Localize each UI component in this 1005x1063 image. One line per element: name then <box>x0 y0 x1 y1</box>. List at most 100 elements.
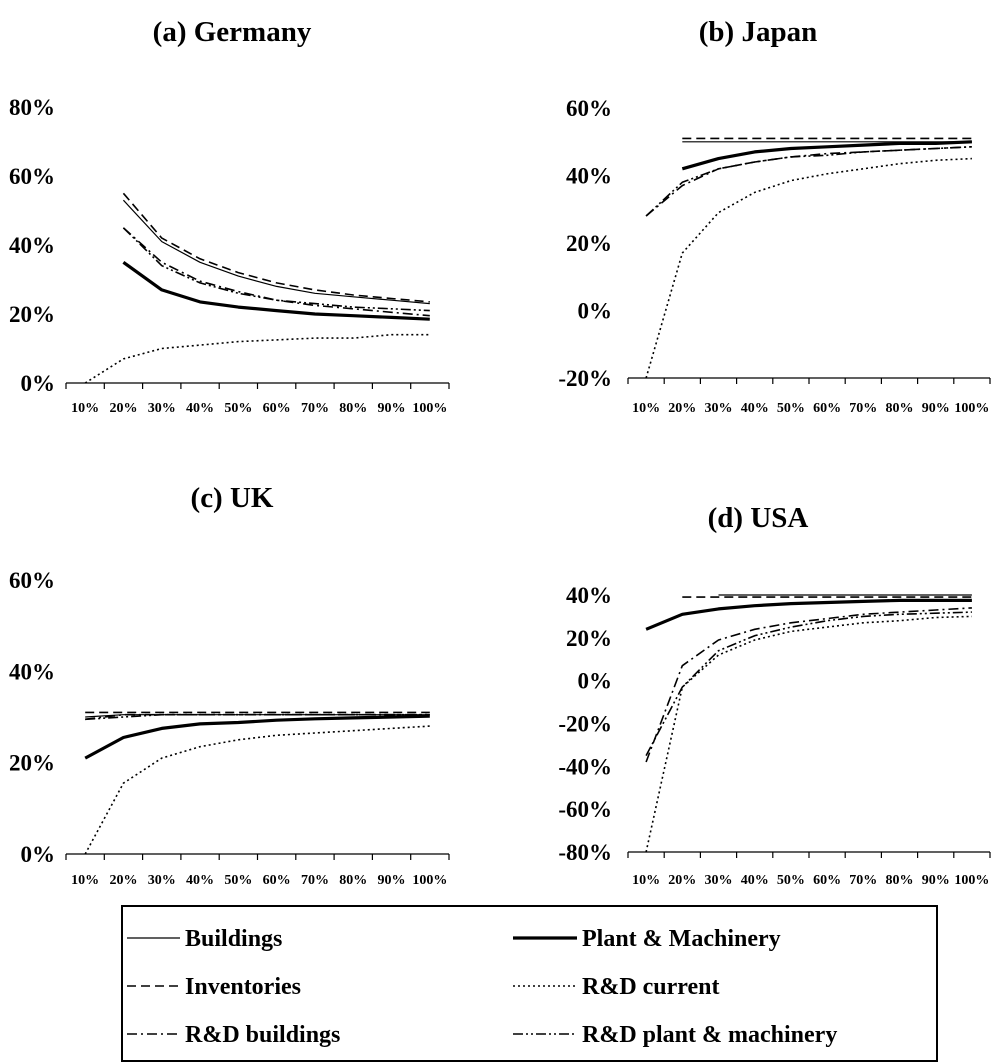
series-line-randd-buildings <box>85 713 430 721</box>
y-tick-label: -80% <box>558 840 612 865</box>
x-tick-label: 10% <box>71 401 99 416</box>
x-tick-label: 70% <box>849 401 877 416</box>
x-tick-label: 100% <box>412 401 447 416</box>
series-line-randd-current <box>645 615 972 853</box>
x-tick-label: 20% <box>668 873 696 888</box>
series-line-randd-plant-and-machinery <box>645 611 972 756</box>
series-line-randd-plant-and-machinery <box>122 227 430 312</box>
series-line-plant-and-machinery <box>645 598 972 631</box>
x-tick-label: 80% <box>339 873 367 888</box>
y-tick-label: 0% <box>21 371 56 396</box>
chart-title: (a) Germany <box>153 16 312 48</box>
legend-label: R&D buildings <box>185 1022 340 1048</box>
series-line-plant-and-machinery <box>122 261 430 321</box>
y-tick-label: -60% <box>558 797 612 822</box>
charts-area: (a) Germany 10% 20% 30% 40% 50% 60% 70% 80% 90% 10… <box>9 16 991 888</box>
legend-label: Plant & Machinery <box>582 926 781 952</box>
y-tick-label: 20% <box>9 751 55 776</box>
x-tick-label: 80% <box>886 873 914 888</box>
x-tick-label: 80% <box>339 401 367 416</box>
y-tick-label: 60% <box>9 568 55 593</box>
series-line-plant-and-machinery <box>681 140 972 171</box>
chart-panel: (b) Japan 10% 20% 30% 40% 50% 60% 70% 80% 90% 100%… <box>558 16 991 416</box>
y-tick-label: 0% <box>578 669 613 694</box>
legend-box <box>121 905 938 1062</box>
x-tick-label: 90% <box>922 401 950 416</box>
x-tick-label: 90% <box>378 873 406 888</box>
chart-title: (d) USA <box>708 502 809 534</box>
series-line-plant-and-machinery <box>84 714 430 760</box>
x-tick-label: 40% <box>186 873 214 888</box>
y-tick-label: -40% <box>558 754 612 779</box>
x-tick-label: 50% <box>224 873 252 888</box>
y-tick-label: 80% <box>9 95 55 120</box>
y-tick-label: 60% <box>9 164 55 189</box>
x-tick-label: 100% <box>412 873 447 888</box>
chart-title: (b) Japan <box>699 16 817 48</box>
x-tick-label: 50% <box>777 401 805 416</box>
x-tick-label: 60% <box>263 401 291 416</box>
x-tick-label: 40% <box>186 401 214 416</box>
chart-panel: (a) Germany 10% 20% 30% 40% 50% 60% 70% 80% 90% 10… <box>9 16 450 416</box>
legend-item-buildings: Buildings <box>127 926 282 952</box>
x-tick-label: 70% <box>301 873 329 888</box>
legend-label: R&D plant & machinery <box>582 1022 837 1048</box>
legend: Buildings Plant & Machinery Inventories R&D… <box>121 905 938 1062</box>
chart-panel: (c) UK 10% 20% 30% 40% 50% 60% 70% 80% 90% 100% 0% 2… <box>9 482 450 888</box>
series-line-randd-current <box>84 333 430 384</box>
legend-label: R&D current <box>582 974 720 1000</box>
chart-title: (c) UK <box>191 482 274 514</box>
y-tick-label: 40% <box>566 164 612 189</box>
x-tick-label: 60% <box>813 873 841 888</box>
y-tick-label: 60% <box>566 96 612 121</box>
x-tick-label: 30% <box>705 401 733 416</box>
x-tick-label: 70% <box>301 401 329 416</box>
series-line-randd-current <box>84 725 430 855</box>
y-tick-label: 20% <box>9 302 55 327</box>
x-tick-label: 90% <box>922 873 950 888</box>
legend-label: Inventories <box>185 974 301 1000</box>
x-tick-label: 20% <box>109 401 137 416</box>
x-tick-label: 20% <box>668 401 696 416</box>
x-tick-label: 90% <box>378 401 406 416</box>
y-tick-label: 40% <box>9 659 55 684</box>
series-line-randd-buildings <box>122 227 430 317</box>
y-tick-label: 0% <box>578 299 613 324</box>
x-tick-label: 10% <box>632 873 660 888</box>
y-tick-label: 0% <box>21 842 56 867</box>
x-tick-label: 60% <box>813 401 841 416</box>
y-tick-label: 20% <box>566 231 612 256</box>
series-line-buildings <box>122 199 430 305</box>
x-tick-label: 50% <box>777 873 805 888</box>
x-tick-label: 30% <box>148 401 176 416</box>
x-tick-label: 30% <box>148 873 176 888</box>
series-line-randd-buildings <box>645 146 972 217</box>
x-tick-label: 60% <box>263 873 291 888</box>
x-tick-label: 10% <box>632 401 660 416</box>
x-tick-label: 50% <box>224 401 252 416</box>
x-tick-label: 80% <box>886 401 914 416</box>
series-line-randd-plant-and-machinery <box>645 146 972 217</box>
legend-label: Buildings <box>185 926 282 952</box>
y-tick-label: 20% <box>566 626 612 651</box>
x-tick-label: 30% <box>705 873 733 888</box>
y-tick-label: 40% <box>566 583 612 608</box>
series-line-randd-buildings <box>645 607 972 763</box>
y-tick-label: 40% <box>9 233 55 258</box>
series-line-randd-current <box>645 157 972 379</box>
y-tick-label: -20% <box>558 712 612 737</box>
x-tick-label: 40% <box>741 401 769 416</box>
y-tick-label: -20% <box>558 366 612 391</box>
legend-item-randd-buildings: R&D buildings <box>127 1022 340 1048</box>
x-tick-label: 100% <box>954 401 989 416</box>
x-tick-label: 10% <box>71 873 99 888</box>
legend-item-randd-plant-and-machinery: R&D plant & machinery <box>513 1022 837 1048</box>
chart-panel: (d) USA 10% 20% 30% 40% 50% 60% 70% 80% 90% 100% -8… <box>558 502 991 888</box>
legend-item-inventories: Inventories <box>127 974 301 1000</box>
legend-item-randd-current: R&D current <box>513 974 720 1000</box>
x-tick-label: 40% <box>741 873 769 888</box>
legend-item-plant-and-machinery: Plant & Machinery <box>513 926 781 952</box>
series-line-inventories <box>122 192 430 303</box>
x-tick-label: 70% <box>849 873 877 888</box>
